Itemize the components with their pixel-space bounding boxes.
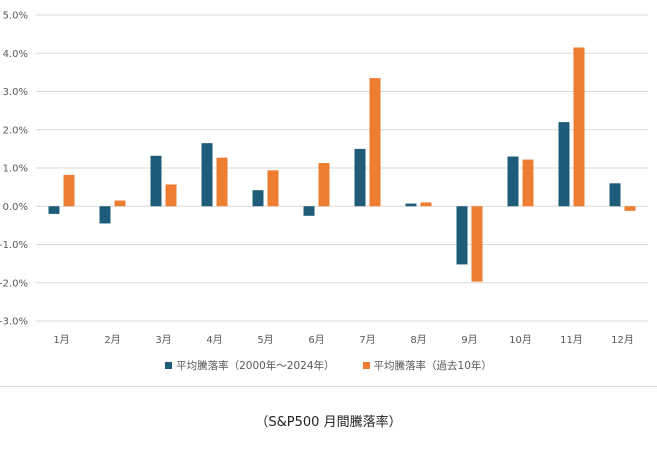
- legend-label-series-1: 平均騰落率（2000年〜2024年）: [176, 360, 335, 372]
- legend-item-series-1: 平均騰落率（2000年〜2024年）: [165, 358, 335, 373]
- y-tick-label: 0.0%: [3, 202, 28, 213]
- x-tick-label: 11月: [560, 334, 583, 346]
- bars: [48, 47, 636, 282]
- bar-series-1: [150, 155, 162, 207]
- legend-swatch-series-2: [362, 362, 370, 369]
- legend: 平均騰落率（2000年〜2024年） 平均騰落率（過去10年）: [0, 358, 657, 373]
- x-tick-label: 6月: [308, 334, 324, 346]
- bar-series-2: [573, 47, 585, 207]
- bar-series-1: [48, 206, 60, 214]
- bar-chart: -3.0%-2.0%-1.0%0.0%1.0%2.0%3.0%4.0%5.0% …: [0, 11, 648, 346]
- bar-series-2: [114, 200, 126, 207]
- bar-series-1: [99, 206, 111, 224]
- x-axis-ticks: 1月 2月 3月 4月 5月 6月 7月 8月 9月 10月 11月 12月: [53, 334, 634, 346]
- bar-series-1: [201, 143, 213, 207]
- divider: [0, 386, 657, 387]
- bar-series-2: [624, 206, 636, 211]
- x-tick-label: 3月: [155, 334, 171, 346]
- x-tick-label: 5月: [257, 334, 273, 346]
- bar-series-2: [471, 206, 483, 282]
- bar-series-1: [354, 148, 366, 207]
- bar-series-2: [522, 159, 534, 207]
- y-tick-label: 3.0%: [3, 87, 28, 98]
- legend-swatch-series-1: [165, 362, 173, 369]
- bar-series-2: [369, 78, 381, 207]
- bar-series-1: [507, 156, 519, 207]
- gridlines: [36, 14, 648, 322]
- bar-series-2: [63, 174, 75, 207]
- y-tick-label: 2.0%: [3, 125, 28, 136]
- y-tick-label: 1.0%: [3, 164, 28, 175]
- bar-series-2: [318, 163, 330, 207]
- bar-series-1: [558, 122, 570, 207]
- bar-series-2: [420, 202, 432, 207]
- bar-series-1: [456, 206, 468, 265]
- legend-label-series-2: 平均騰落率（過去10年）: [373, 360, 492, 372]
- bar-series-2: [267, 170, 279, 207]
- y-tick-label: -2.0%: [0, 278, 28, 289]
- x-tick-label: 2月: [104, 334, 120, 346]
- x-tick-label: 1月: [53, 334, 69, 346]
- y-tick-label: -3.0%: [0, 317, 28, 328]
- x-tick-label: 12月: [611, 334, 634, 346]
- bar-series-2: [216, 157, 228, 207]
- y-tick-label: 4.0%: [3, 49, 28, 60]
- x-tick-label: 7月: [359, 334, 375, 346]
- bar-series-2: [165, 184, 177, 207]
- y-tick-label: 5.0%: [3, 11, 28, 22]
- x-tick-label: 9月: [461, 334, 477, 346]
- y-axis-ticks: -3.0% -2.0% -1.0% 0.0% 1.0% 2.0% 3.0% 4.0% 5.0%: [0, 11, 28, 328]
- bar-series-1: [405, 203, 417, 207]
- bar-series-1: [252, 190, 264, 207]
- bar-series-1: [609, 183, 621, 207]
- bar-series-1: [303, 206, 315, 216]
- y-tick-label: -1.0%: [0, 240, 28, 251]
- x-tick-label: 4月: [206, 334, 222, 346]
- chart-caption: （S&P500 月間騰落率）: [255, 415, 402, 430]
- x-tick-label: 8月: [410, 334, 426, 346]
- x-tick-label: 10月: [509, 334, 532, 346]
- legend-item-series-2: 平均騰落率（過去10年）: [362, 358, 492, 373]
